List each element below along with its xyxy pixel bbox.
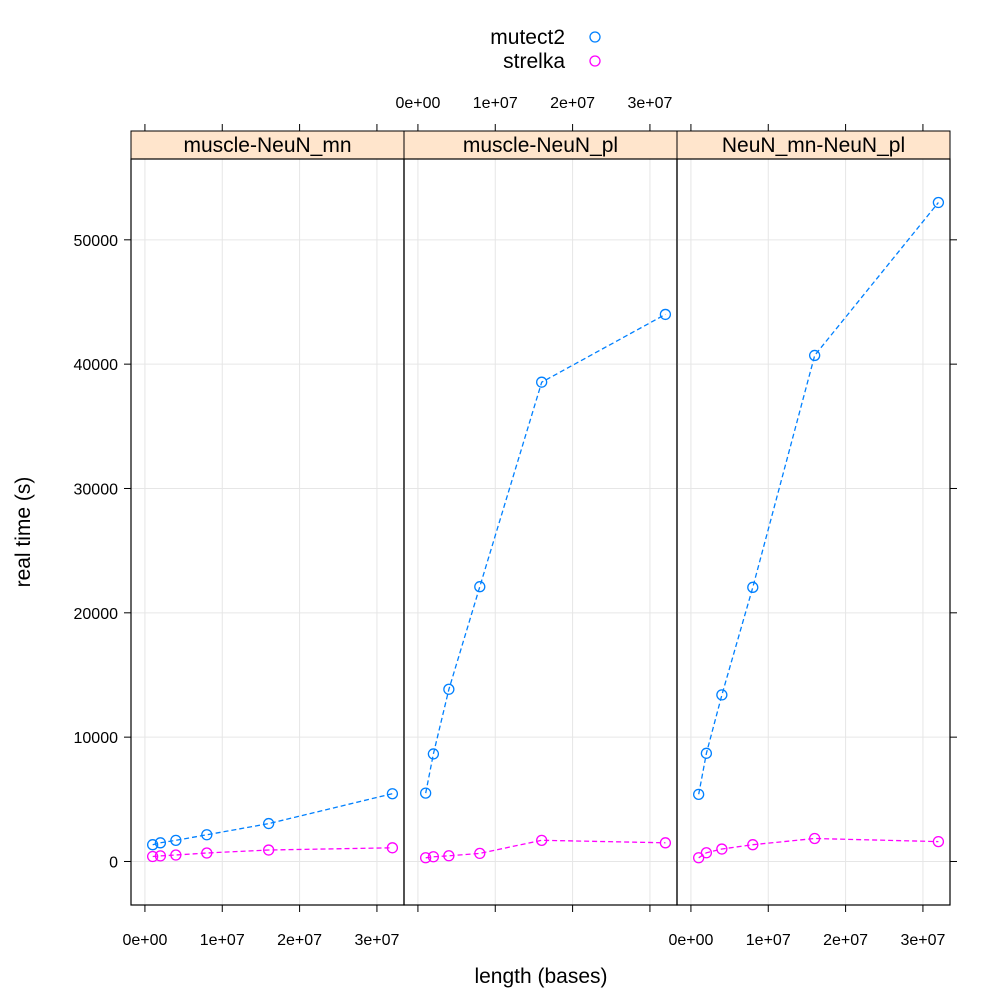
- x-tick-label: 0e+00: [668, 932, 713, 949]
- y-tick-label: 50000: [74, 233, 119, 250]
- data-point-mutect2: [443, 683, 455, 695]
- panel-frame: [403, 158, 678, 906]
- x-tick-label: 2e+07: [550, 95, 595, 112]
- data-point-strelka: [263, 844, 275, 856]
- data-point-mutect2: [809, 349, 821, 362]
- series-line-strelka: [698, 837, 939, 859]
- data-point-mutect2: [747, 581, 759, 593]
- data-point-mutect2: [716, 689, 728, 701]
- strip-1: [130, 130, 405, 160]
- data-point-strelka: [716, 843, 728, 855]
- panel-1: muscle-NeuN_mn 0e+00 1e+07 2e+07 3e+07: [122, 124, 405, 949]
- data-point-mutect2: [170, 834, 182, 846]
- data-point-strelka: [536, 834, 548, 846]
- series-line-mutect2: [425, 313, 666, 794]
- series-line-strelka: [152, 847, 393, 858]
- legend-symbol-mutect2: [589, 31, 601, 43]
- data-point-mutect2: [263, 817, 275, 830]
- series-line-mutect2: [698, 202, 939, 795]
- series-line-mutect2: [152, 793, 393, 846]
- data-point-mutect2: [700, 747, 713, 759]
- data-point-strelka: [693, 852, 705, 864]
- data-point-mutect2: [427, 748, 440, 760]
- x-tick-label: 1e+07: [200, 932, 245, 949]
- x-tick-label: 0e+00: [395, 95, 440, 112]
- data-point-mutect2: [147, 839, 159, 851]
- strip-3: [676, 130, 951, 160]
- x-tick-label: 3e+07: [900, 932, 945, 949]
- data-point-strelka: [474, 847, 486, 860]
- data-point-mutect2: [536, 376, 548, 388]
- data-point-strelka: [170, 849, 182, 861]
- panel-3: NeuN_mn-NeuN_pl 0e+00 1e+07 2e+07 3e+07: [668, 124, 951, 949]
- strip-label: muscle-NeuN_mn: [183, 134, 351, 157]
- y-tick-label: 20000: [74, 606, 119, 623]
- data-point-strelka: [932, 835, 945, 848]
- y-tick-label: 40000: [74, 357, 119, 374]
- y-tick-label: 10000: [74, 730, 119, 747]
- data-point-strelka: [201, 847, 213, 859]
- data-point-mutect2: [201, 829, 213, 841]
- strip-label: NeuN_mn-NeuN_pl: [722, 134, 905, 157]
- y-tick-label: 0: [109, 854, 118, 871]
- legend-symbol-strelka: [589, 55, 601, 67]
- data-point-strelka: [659, 837, 672, 849]
- x-tick-label: 3e+07: [354, 932, 399, 949]
- data-point-mutect2: [474, 581, 486, 593]
- y-axis-title: real time (s): [12, 477, 35, 588]
- x-tick-label: 0e+00: [122, 932, 167, 949]
- x-tick-label: 1e+07: [473, 95, 518, 112]
- data-point-strelka: [809, 832, 821, 845]
- data-point-mutect2: [420, 787, 432, 799]
- data-point-mutect2: [693, 788, 705, 800]
- x-tick-label: 3e+07: [627, 95, 672, 112]
- data-point-mutect2: [386, 788, 399, 800]
- panel-frame: [130, 158, 405, 906]
- x-axis-title: length (bases): [474, 965, 607, 988]
- strip-2: [403, 130, 678, 160]
- data-point-mutect2: [659, 308, 672, 321]
- x-tick-label: 1e+07: [746, 932, 791, 949]
- y-tick-label: 30000: [74, 481, 119, 498]
- panel-frame: [676, 158, 951, 906]
- data-point-strelka: [443, 850, 455, 862]
- data-point-strelka: [420, 852, 432, 864]
- x-tick-label: 2e+07: [277, 932, 322, 949]
- panel-2: muscle-NeuN_pl 0e+00 1e+07 2e+07 3e+07: [395, 95, 678, 912]
- data-point-strelka: [386, 842, 399, 854]
- strip-label: muscle-NeuN_pl: [463, 134, 618, 157]
- data-point-mutect2: [154, 837, 167, 849]
- legend-label-mutect2: mutect2: [490, 26, 565, 49]
- series-line-strelka: [425, 839, 666, 859]
- data-point-strelka: [147, 850, 159, 863]
- data-point-strelka: [747, 839, 759, 851]
- x-tick-label: 2e+07: [823, 932, 868, 949]
- data-point-strelka: [427, 851, 440, 863]
- data-point-strelka: [700, 847, 713, 859]
- data-point-mutect2: [932, 196, 945, 209]
- legend-label-strelka: strelka: [503, 50, 565, 73]
- data-point-strelka: [154, 850, 167, 862]
